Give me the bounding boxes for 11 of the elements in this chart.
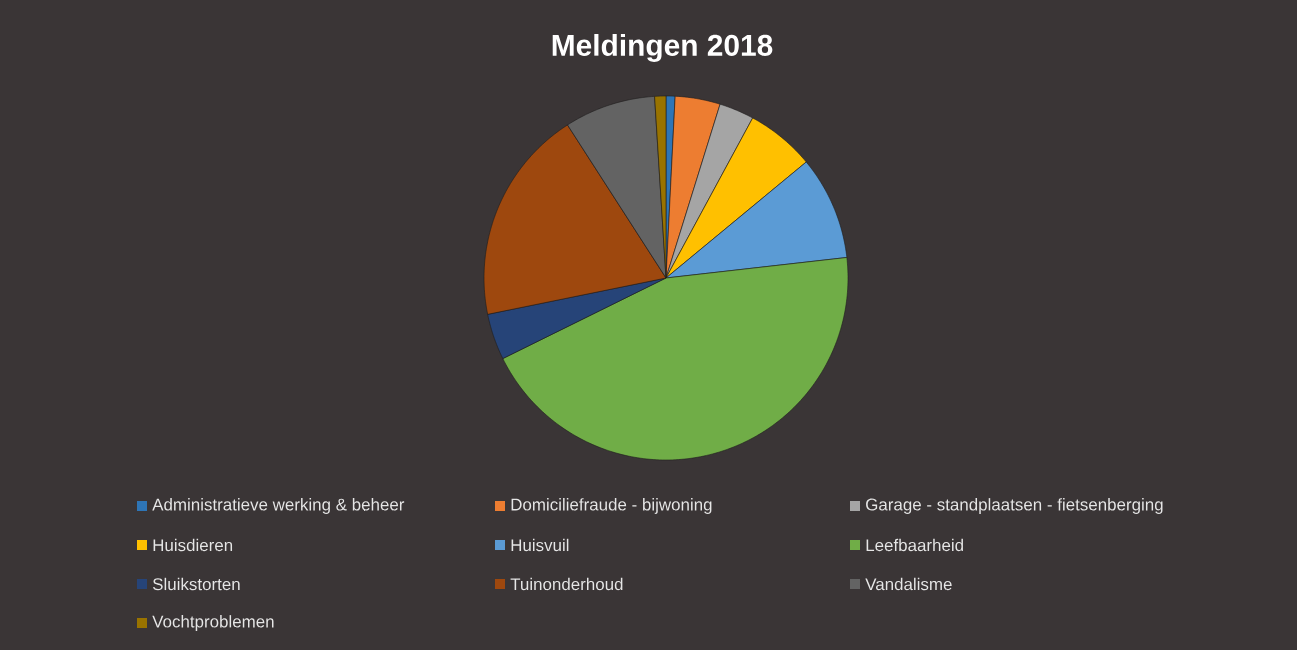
legend-label: Garage - standplaatsen - fietsenberging — [866, 498, 1163, 514]
legend-label: Leefbaarheid — [866, 538, 963, 552]
legend-label: Huisdieren — [153, 538, 233, 552]
chart-title: Meldingen 2018 — [552, 34, 773, 62]
legend-label: Administratieve werking & beheer — [152, 498, 405, 514]
legend-label: Sluikstorten — [152, 577, 240, 591]
legend-label: Domiciliefraude - bijwoning — [511, 498, 712, 514]
legend-label: Vandalisme — [865, 577, 952, 591]
legend-label: Huisvuil — [511, 538, 569, 552]
legend-label: Vochtproblemen — [152, 615, 274, 631]
legend-label: Tuinonderhoud — [510, 577, 623, 591]
